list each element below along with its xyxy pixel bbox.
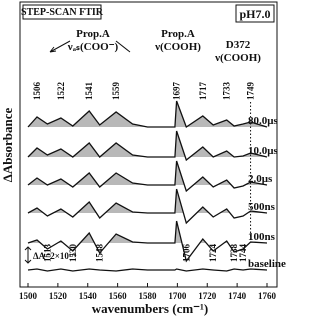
peak-label: 1548	[95, 244, 105, 263]
area	[28, 161, 267, 185]
peak-label: 1733	[222, 82, 232, 101]
legend-label: 10.0μs	[248, 145, 278, 157]
legend-label: baseline	[248, 258, 286, 270]
series-line	[27, 268, 268, 272]
x-axis-label: wavenumbers (cm⁻¹)	[92, 301, 209, 316]
peak-label: 1744	[238, 244, 248, 263]
peak-label: 1749	[246, 82, 256, 101]
annotation: Prop.A	[161, 28, 195, 40]
x-tick-label: 1560	[109, 291, 128, 301]
x-tick-label: 1720	[198, 291, 217, 301]
annotation: D372	[226, 39, 251, 51]
x-tick-label: 1740	[228, 291, 247, 301]
title-box	[22, 4, 102, 20]
y-axis-label: ΔAbsorbance	[0, 107, 15, 182]
x-tick-label: 1700	[168, 291, 187, 301]
peak-label: 1738	[229, 244, 239, 263]
series-line	[27, 100, 268, 128]
series-line	[27, 130, 268, 162]
peak-label: 1522	[56, 82, 66, 101]
area	[28, 189, 267, 213]
peak-label: 1513	[42, 244, 52, 263]
peak-label: 1706	[181, 244, 191, 263]
area	[28, 221, 267, 243]
annotation: νₐₛ(COO⁻)	[67, 41, 119, 53]
peak-label: 1717	[198, 82, 208, 101]
legend-label: 80.0μs	[248, 115, 278, 127]
x-tick-label: 1760	[258, 291, 277, 301]
plot-frame	[19, 1, 278, 288]
annotation: Prop.A	[76, 28, 110, 40]
peak-label: 1697	[172, 82, 182, 101]
series-line	[27, 160, 268, 193]
legend-label: 2.0μs	[248, 173, 273, 185]
annotation: ν(COOH)	[154, 41, 201, 53]
scale-bar	[24, 246, 32, 264]
x-tick-label: 1520	[49, 291, 68, 301]
peak-label: 1724	[208, 244, 218, 263]
legend-label: 100ns	[248, 231, 276, 243]
peak-label: 1506	[32, 82, 42, 101]
series-line	[27, 188, 268, 225]
peak-label: 1541	[84, 82, 94, 101]
series-line	[27, 220, 268, 263]
scale-bar-label: ΔA=2×10⁻⁴	[33, 251, 77, 261]
peak-label: 1559	[111, 81, 121, 100]
area	[28, 131, 267, 157]
condition: pH7.0	[239, 7, 270, 21]
peak-label: 1530	[68, 244, 78, 263]
annotation: ν(COOH)	[214, 52, 261, 64]
annotation-arrow	[49, 40, 131, 53]
x-tick-label: 1500	[19, 291, 38, 301]
condition-box	[235, 4, 275, 23]
legend-label: 500ns	[248, 201, 276, 213]
x-tick-label: 1540	[79, 291, 98, 301]
x-tick-label: 1580	[139, 291, 158, 301]
box-title: STEP-SCAN FTIR	[21, 7, 104, 18]
